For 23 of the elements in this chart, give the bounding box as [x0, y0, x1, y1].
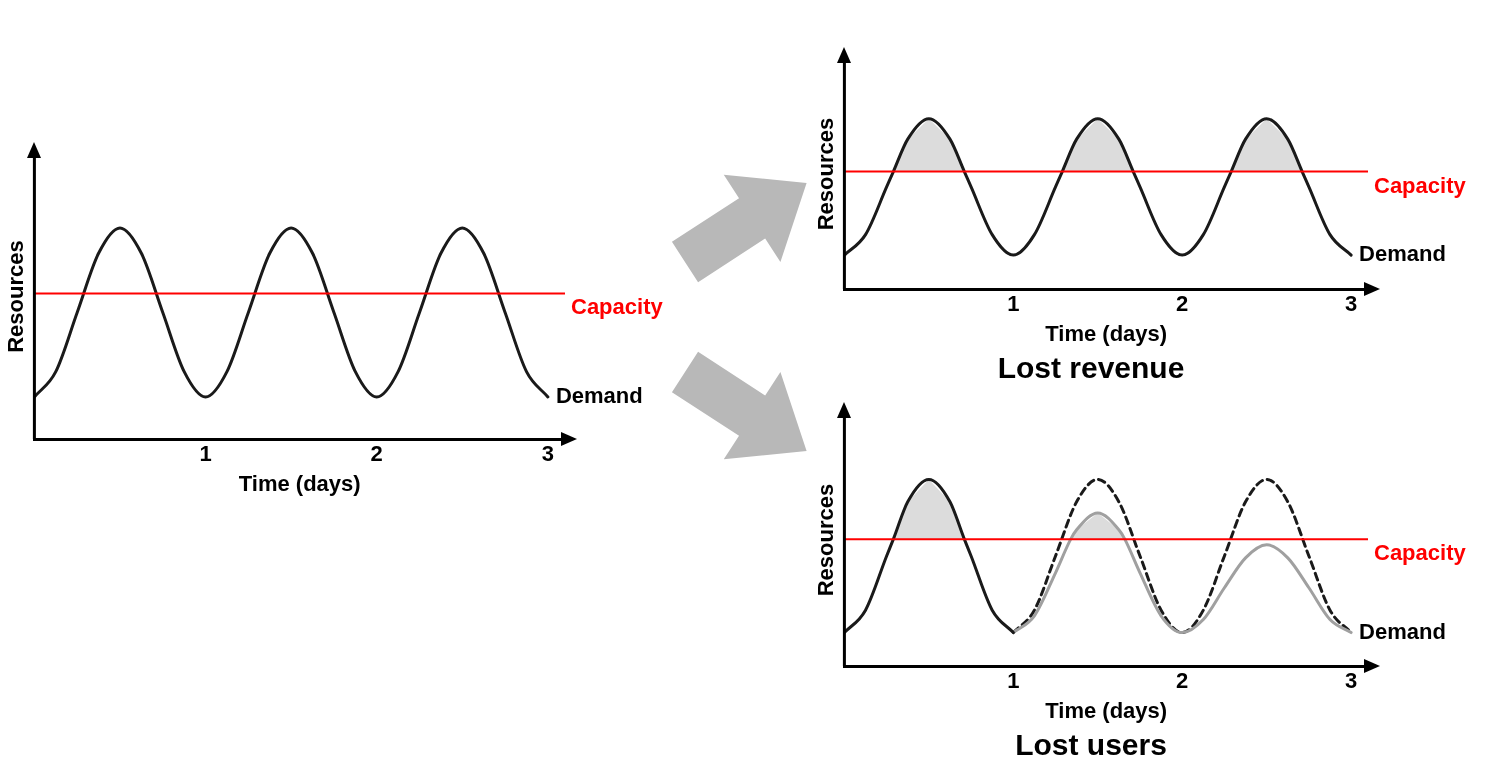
y-axis-title: Resources [813, 117, 839, 231]
x-tick-label: 2 [370, 441, 383, 467]
series-label: Demand [1359, 241, 1446, 267]
y-axis-title: Resources [813, 483, 839, 597]
x-tick-label: 3 [1344, 668, 1358, 694]
text: Lost users [1015, 728, 1167, 762]
series-label: Demand [555, 383, 643, 409]
x-axis-title: Time (days) [238, 470, 361, 496]
x-tick-label: 1 [1007, 668, 1020, 694]
x-tick-label: 1 [1007, 291, 1020, 317]
x-axis-title: Time (days) [1045, 320, 1168, 346]
series-label: Demand [1359, 618, 1446, 644]
x-tick-label: 2 [1176, 291, 1189, 317]
ref-line-label: Capacity [571, 294, 664, 320]
ref-line-label: Capacity [1374, 172, 1467, 198]
x-axis-title: Time (days) [1045, 697, 1168, 723]
ref-line-label: Capacity [1374, 540, 1467, 566]
y-axis-title: Resources [3, 240, 29, 353]
x-tick-label: 1 [199, 441, 212, 467]
x-tick-label: 2 [1176, 668, 1189, 694]
x-tick-label: 3 [541, 441, 555, 467]
text: Lost revenue [997, 351, 1185, 385]
x-tick-label: 3 [1344, 291, 1358, 317]
